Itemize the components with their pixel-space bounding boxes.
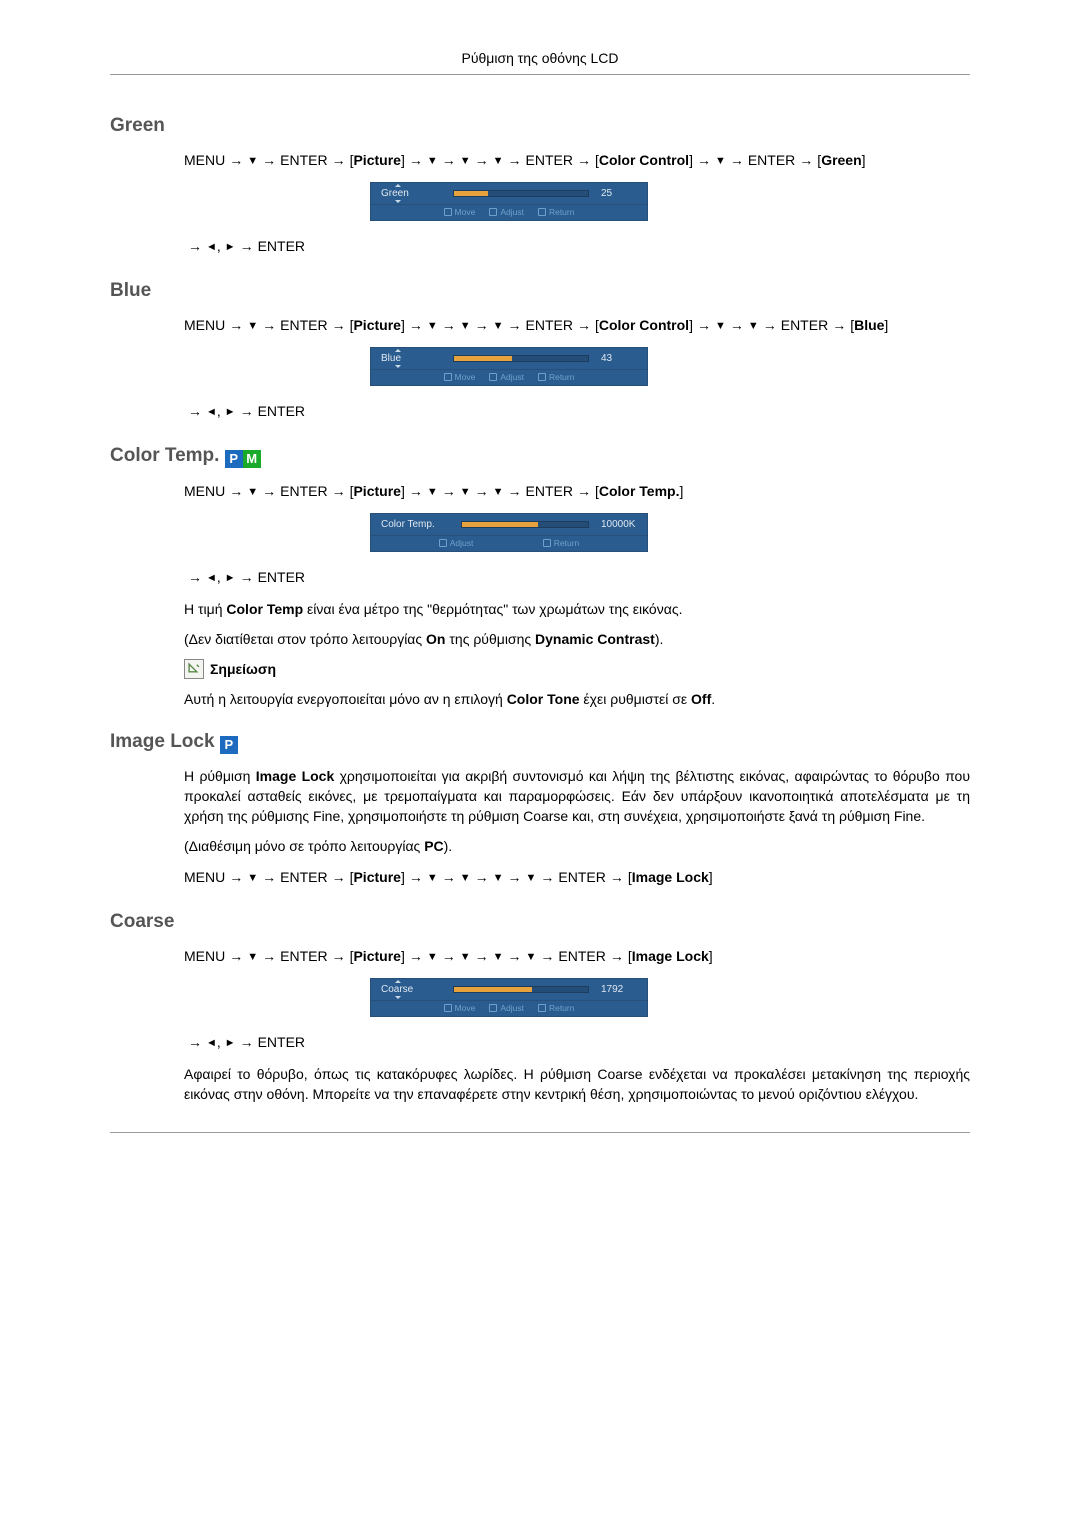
osd-blue-label: Blue bbox=[381, 353, 445, 364]
note-label: Σημείωση bbox=[210, 661, 276, 677]
colortemp-nav-path: MENU→▼→ENTER→[Picture]→▼→▼→▼→ENTER→[Colo… bbox=[184, 480, 970, 503]
osd-footer-return: Return bbox=[538, 207, 575, 217]
osd-coarse-bar-fill bbox=[454, 987, 532, 992]
page-footer-rule bbox=[110, 1132, 970, 1134]
osd-footer-adjust: Adjust bbox=[489, 207, 524, 217]
osd-blue: Blue 43 Move Adjust Return bbox=[370, 347, 648, 386]
osd-coarse-value: 1792 bbox=[597, 984, 639, 995]
section-blue-title: Blue bbox=[110, 280, 970, 302]
section-imagelock-title: Image Lock P bbox=[110, 731, 970, 754]
green-nav-path-end: →◄, ►→ENTER bbox=[184, 235, 970, 258]
osd-green-bar-fill bbox=[454, 191, 488, 196]
osd-blue-value: 43 bbox=[597, 353, 639, 364]
osd-colortemp-bar-fill bbox=[462, 522, 538, 527]
colortemp-note-text: Αυτή η λειτουργία ενεργοποιείται μόνο αν… bbox=[184, 689, 970, 709]
badge-p-icon: P bbox=[225, 450, 243, 468]
nav-enter: ENTER bbox=[280, 152, 327, 168]
green-nav-path: MENU→▼→ENTER→[Picture]→▼→▼→▼→ENTER→[Colo… bbox=[184, 149, 970, 172]
osd-colortemp: Color Temp. 10000K Adjust Return bbox=[370, 513, 648, 552]
coarse-nav-path-end: →◄, ►→ENTER bbox=[184, 1031, 970, 1054]
colortemp-availability: (Δεν διατίθεται στον τρόπο λειτουργίας O… bbox=[184, 629, 970, 649]
colortemp-nav-path-end: →◄, ►→ENTER bbox=[184, 566, 970, 589]
blue-nav-path-end: →◄, ►→ENTER bbox=[184, 400, 970, 423]
osd-colortemp-bar bbox=[461, 521, 589, 528]
osd-blue-bar bbox=[453, 355, 589, 362]
osd-coarse-label: Coarse bbox=[381, 984, 445, 995]
osd-colortemp-label: Color Temp. bbox=[381, 519, 453, 530]
osd-coarse-bar bbox=[453, 986, 589, 993]
note-row: Σημείωση bbox=[184, 659, 970, 679]
osd-coarse: Coarse 1792 Move Adjust Return bbox=[370, 978, 648, 1017]
osd-footer-move: Move bbox=[444, 207, 476, 217]
osd-green-bar bbox=[453, 190, 589, 197]
coarse-nav-path: MENU→▼→ENTER→[Picture]→▼→▼→▼→▼→ENTER→[Im… bbox=[184, 945, 970, 968]
badge-p-icon: P bbox=[220, 736, 238, 754]
bracket-imagelock: Image Lock bbox=[632, 869, 709, 885]
osd-green-label: Green bbox=[381, 188, 445, 199]
bracket-picture: Picture bbox=[353, 152, 400, 168]
imagelock-desc: Η ρύθμιση Image Lock χρησιμοποιείται για… bbox=[184, 766, 970, 826]
badge-m-icon: M bbox=[243, 450, 261, 468]
section-colortemp-title: Color Temp. PM bbox=[110, 445, 970, 468]
bracket-color-control: Color Control bbox=[599, 152, 689, 168]
section-coarse-title: Coarse bbox=[110, 911, 970, 933]
colortemp-desc: Η τιμή Color Temp είναι ένα μέτρο της "θ… bbox=[184, 599, 970, 619]
osd-blue-bar-fill bbox=[454, 356, 512, 361]
page-header: Ρύθμιση της οθόνης LCD bbox=[110, 50, 970, 75]
osd-green-value: 25 bbox=[597, 188, 639, 199]
coarse-desc: Αφαιρεί το θόρυβο, όπως τις κατακόρυφες … bbox=[184, 1064, 970, 1104]
section-green-title: Green bbox=[110, 115, 970, 137]
nav-menu: MENU bbox=[184, 152, 225, 168]
imagelock-nav-path: MENU→▼→ENTER→[Picture]→▼→▼→▼→▼→ENTER→[Im… bbox=[184, 866, 970, 889]
bracket-green: Green bbox=[821, 152, 861, 168]
note-icon bbox=[184, 659, 204, 679]
bracket-blue: Blue bbox=[854, 317, 884, 333]
imagelock-availability: (Διαθέσιμη μόνο σε τρόπο λειτουργίας PC)… bbox=[184, 836, 970, 856]
osd-green: Green 25 Move Adjust Return bbox=[370, 182, 648, 221]
blue-nav-path: MENU→▼→ENTER→[Picture]→▼→▼→▼→ENTER→[Colo… bbox=[184, 314, 970, 337]
bracket-colortemp: Color Temp. bbox=[599, 483, 680, 499]
osd-colortemp-value: 10000K bbox=[597, 519, 639, 530]
